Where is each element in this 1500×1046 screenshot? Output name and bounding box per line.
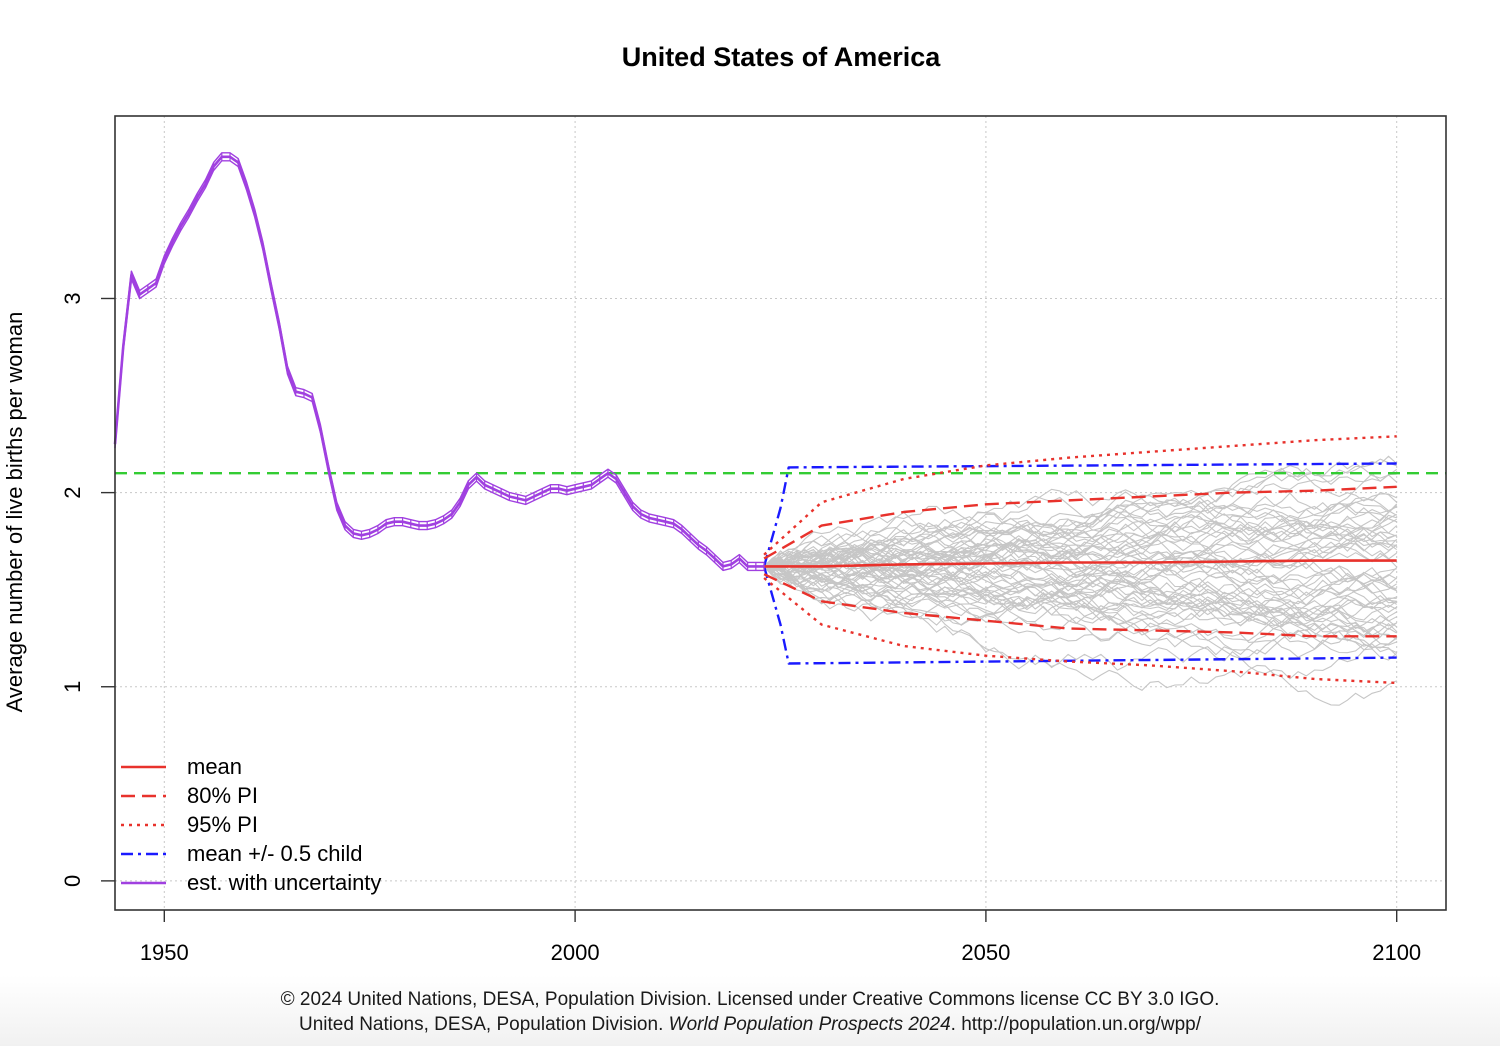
simulated-trajectory (763, 545, 1397, 612)
simulated-trajectory (763, 504, 1397, 572)
y-tick-label: 0 (60, 875, 85, 887)
citation-title: World Population Prospects 2024 (668, 1014, 951, 1035)
footer-background (0, 975, 1500, 1046)
simulated-trajectory (764, 465, 1397, 574)
legend-label: 95% PI (187, 812, 258, 837)
simulated-trajectory (763, 546, 1397, 640)
chart-title: United States of America (622, 42, 942, 72)
legend-label: mean (187, 754, 242, 779)
legend: mean 80% PI 95% PI mean +/- 0.5 child est. w… (121, 754, 381, 895)
y-axis-label: Average number of live births per woman (2, 312, 27, 713)
series (113, 152, 1446, 685)
simulated-trajectory (764, 515, 1397, 568)
mean-line (764, 559, 1397, 568)
simulated-trajectory (763, 559, 1397, 624)
simulated-trajectory (764, 513, 1397, 586)
simulated-trajectory (763, 566, 1397, 630)
copyright-line: © 2024 United Nations, DESA, Population … (280, 989, 1220, 1010)
simulated-trajectory (763, 504, 1398, 567)
95-pi-upper-line (763, 435, 1397, 556)
citation-suffix: . http://population.un.org/wpp/ (950, 1014, 1201, 1035)
simulated-trajectory (763, 461, 1398, 567)
y-tick-label: 1 (60, 681, 85, 693)
simulated-trajectory (764, 472, 1398, 567)
axes: 1950 2000 2050 2100 0 1 2 3 (60, 292, 1421, 965)
y-tick-label: 2 (60, 486, 85, 498)
citation-prefix: United Nations, DESA, Population Divisio… (299, 1014, 669, 1035)
legend-label: est. with uncertainty (187, 870, 381, 895)
simulated-trajectory (763, 552, 1398, 656)
estimate-upper-bound (114, 152, 765, 564)
est-with-uncertainty-line (113, 155, 765, 568)
x-tick-label: 2000 (551, 940, 600, 965)
simulated-trajectory (763, 507, 1397, 570)
legend-label: 80% PI (187, 783, 258, 808)
80-pi-upper-line (763, 485, 1397, 560)
simulated-trajectory (763, 505, 1397, 571)
x-tick-label: 2050 (961, 940, 1010, 965)
simulated-trajectory (763, 559, 1397, 607)
estimate-lower-bound (114, 160, 765, 572)
simulated-trajectory (763, 491, 1398, 577)
y-tick-label: 3 (60, 292, 85, 304)
legend-label: mean +/- 0.5 child (187, 841, 362, 866)
plot-frame (114, 115, 1447, 911)
80-pi-lower-line (763, 573, 1397, 638)
simulated-trajectory (763, 559, 1398, 633)
chart: United States of America Average number … (2, 42, 1447, 965)
x-tick-label: 1950 (140, 940, 189, 965)
simulated-trajectory (763, 518, 1397, 567)
simulated-trajectory (763, 565, 1397, 680)
simulated-trajectory (763, 553, 1397, 618)
citation-line: United Nations, DESA, Population Divisio… (0, 1014, 1500, 1036)
simulated-trajectory (763, 562, 1397, 671)
grid (115, 116, 1446, 910)
simulated-trajectory (763, 558, 1397, 614)
simulated-trajectory (763, 559, 1398, 631)
x-tick-label: 2100 (1372, 940, 1421, 965)
trajectory-ensemble (763, 455, 1398, 706)
simulated-trajectory (763, 565, 1398, 661)
simulated-trajectory (763, 538, 1398, 605)
mean-0-5-child-line (762, 462, 1397, 567)
simulated-trajectory (763, 499, 1398, 570)
mean-0-5-child-line (762, 566, 1397, 665)
simulated-trajectory (763, 543, 1398, 589)
simulated-trajectory (763, 566, 1397, 623)
simulated-trajectory (764, 564, 1397, 706)
